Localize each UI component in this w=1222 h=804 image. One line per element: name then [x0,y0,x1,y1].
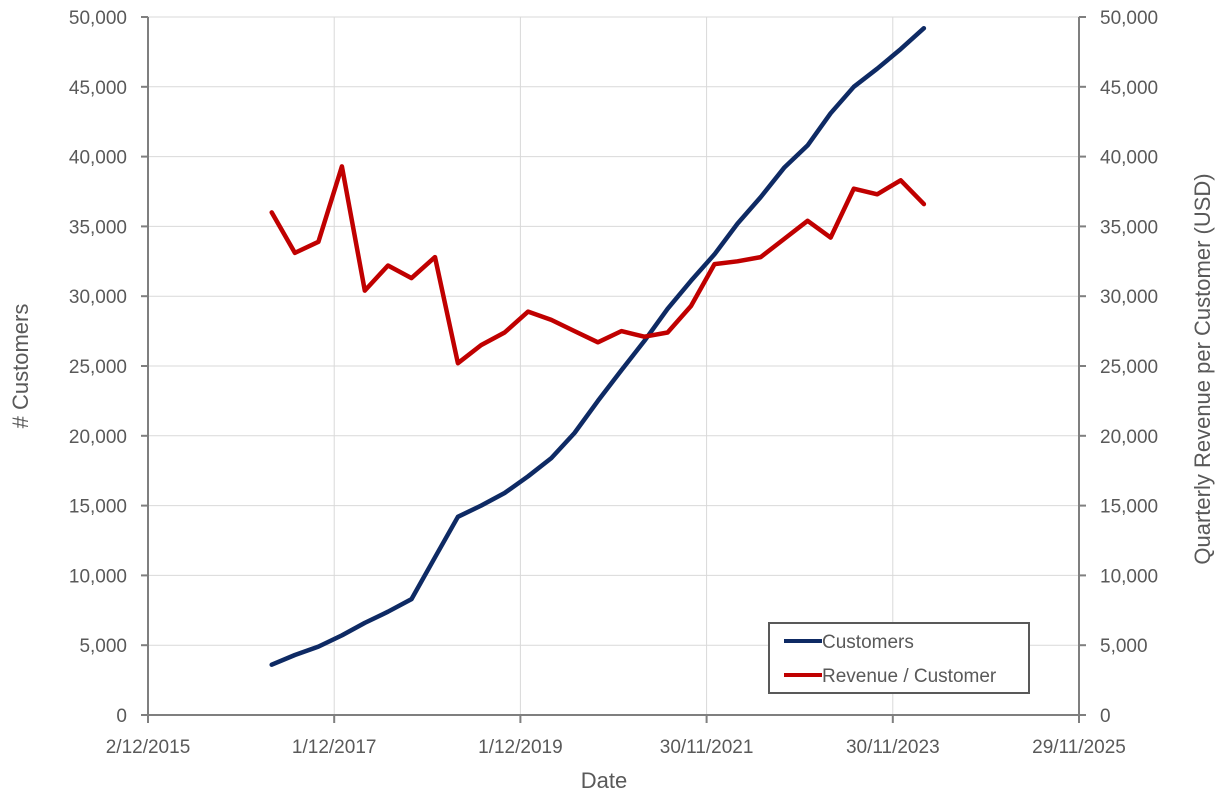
y-tick-label-left: 50,000 [69,8,127,29]
x-axis-title: Date [581,768,627,793]
legend-label-customers: Customers [822,632,914,653]
legend: Customers Revenue / Customer [768,622,1030,694]
y-tick-label-right: 50,000 [1100,8,1158,29]
x-tick-label: 29/11/2025 [1032,737,1126,758]
y-tick-label-right: 45,000 [1100,78,1158,99]
y-tick-label-right: 15,000 [1100,497,1158,518]
y-tick-label-left: 15,000 [69,497,127,518]
legend-box [768,622,1030,694]
y-tick-label-right: 25,000 [1100,357,1158,378]
y-tick-label-left: 40,000 [69,148,127,169]
legend-label-revenue: Revenue / Customer [822,666,997,687]
series-lines [269,25,927,667]
y-tick-label-left: 20,000 [69,427,127,448]
y-tick-label-right: 35,000 [1100,217,1158,238]
x-tick-label: 30/11/2021 [660,737,754,758]
y-tick-label-left: 25,000 [69,357,127,378]
y-tick-label-right: 20,000 [1100,427,1158,448]
y-tick-label-right: 40,000 [1100,148,1158,169]
y-tick-label-left: 35,000 [69,217,127,238]
y-tick-label-left: 0 [116,706,127,727]
y-tick-label-left: 30,000 [69,287,127,308]
y-tick-label-right: 10,000 [1100,566,1158,587]
y-tick-label-right: 0 [1100,706,1111,727]
axes: 0 0 5,000 5,000 10,000 10,000 15,000 15,000 20,0… [69,8,1158,758]
axis-labels: Date # Customers Quarterly Revenue per C… [8,173,1215,793]
gridlines [148,16,1079,715]
x-tick-label: 30/11/2023 [846,737,940,758]
y-tick-label-left: 45,000 [69,78,127,99]
y-axis-left-title: # Customers [8,304,33,429]
x-tick-label: 1/12/2017 [292,737,377,758]
y-tick-label-left: 10,000 [69,566,127,587]
x-tick-label: 2/12/2015 [106,737,191,758]
x-tick-label: 1/12/2019 [478,737,563,758]
y-tick-label-right: 30,000 [1100,287,1158,308]
y-axis-right-title: Quarterly Revenue per Customer (USD) [1190,173,1215,564]
y-tick-label-right: 5,000 [1100,636,1148,657]
series-line-customers [269,25,927,667]
series-line-revenue-per-customer [269,164,927,366]
y-tick-label-left: 5,000 [79,636,127,657]
